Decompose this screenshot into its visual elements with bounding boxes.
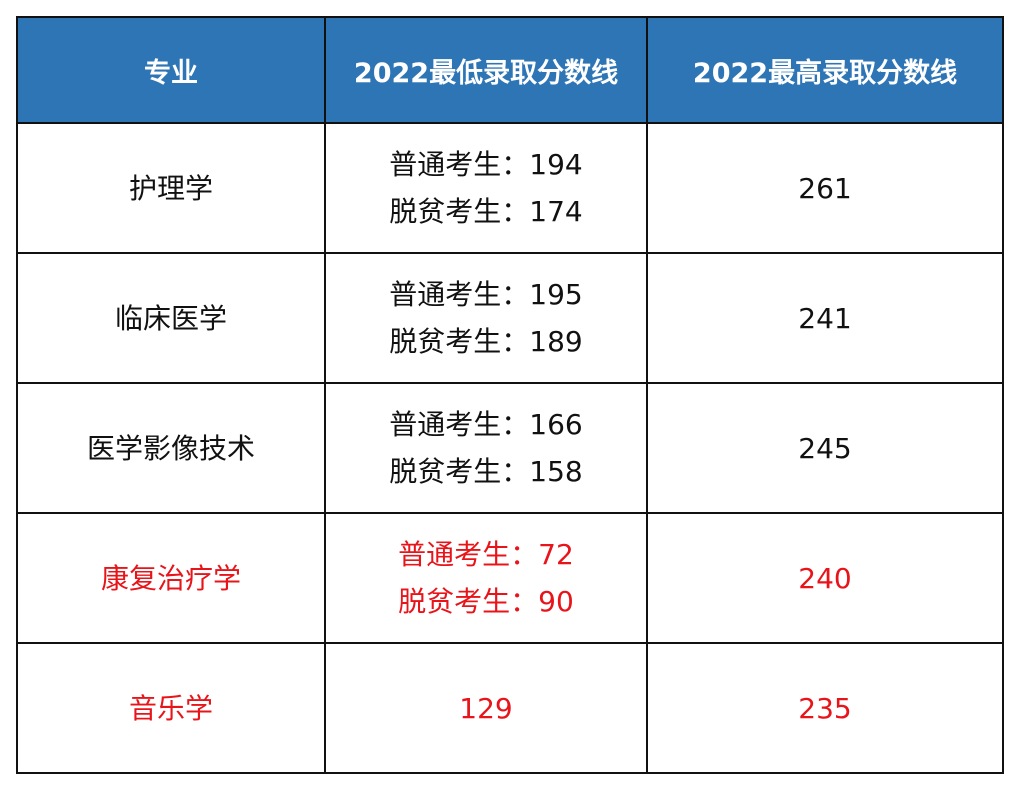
table-row: 康复治疗学 普通考生：72 脱贫考生：90 240 bbox=[16, 512, 1004, 644]
max-score-cell: 240 bbox=[646, 512, 1004, 644]
min-score-regular: 普通考生：72 bbox=[398, 538, 574, 571]
table-row: 护理学 普通考生：194 脱贫考生：174 261 bbox=[16, 122, 1004, 254]
max-score-cell: 245 bbox=[646, 382, 1004, 514]
max-score-cell: 235 bbox=[646, 642, 1004, 774]
header-major: 专业 bbox=[16, 16, 326, 124]
admission-score-table: 专业 2022最低录取分数线 2022最高录取分数线 护理学 普通考生：194 脱… bbox=[16, 16, 1004, 774]
min-score-cell: 普通考生：166 脱贫考生：158 bbox=[324, 382, 648, 514]
min-score-poverty: 脱贫考生：189 bbox=[389, 325, 583, 358]
min-score-cell: 129 bbox=[324, 642, 648, 774]
major-cell: 医学影像技术 bbox=[16, 382, 326, 514]
major-cell: 康复治疗学 bbox=[16, 512, 326, 644]
table-row: 音乐学 129 235 bbox=[16, 642, 1004, 774]
major-cell: 护理学 bbox=[16, 122, 326, 254]
min-score-regular: 普通考生：194 bbox=[389, 148, 583, 181]
header-min-score: 2022最低录取分数线 bbox=[324, 16, 648, 124]
min-score-regular: 普通考生：166 bbox=[389, 408, 583, 441]
max-score-cell: 241 bbox=[646, 252, 1004, 384]
major-cell: 音乐学 bbox=[16, 642, 326, 774]
min-score-poverty: 脱贫考生：158 bbox=[389, 455, 583, 488]
table-row: 临床医学 普通考生：195 脱贫考生：189 241 bbox=[16, 252, 1004, 384]
header-max-score: 2022最高录取分数线 bbox=[646, 16, 1004, 124]
max-score-cell: 261 bbox=[646, 122, 1004, 254]
min-score-cell: 普通考生：194 脱贫考生：174 bbox=[324, 122, 648, 254]
major-cell: 临床医学 bbox=[16, 252, 326, 384]
min-score-regular: 普通考生：195 bbox=[389, 278, 583, 311]
min-score-cell: 普通考生：72 脱贫考生：90 bbox=[324, 512, 648, 644]
header-row: 专业 2022最低录取分数线 2022最高录取分数线 bbox=[16, 16, 1004, 124]
min-score-cell: 普通考生：195 脱贫考生：189 bbox=[324, 252, 648, 384]
min-score-poverty: 脱贫考生：174 bbox=[389, 195, 583, 228]
min-score-poverty: 脱贫考生：90 bbox=[398, 585, 574, 618]
table-row: 医学影像技术 普通考生：166 脱贫考生：158 245 bbox=[16, 382, 1004, 514]
